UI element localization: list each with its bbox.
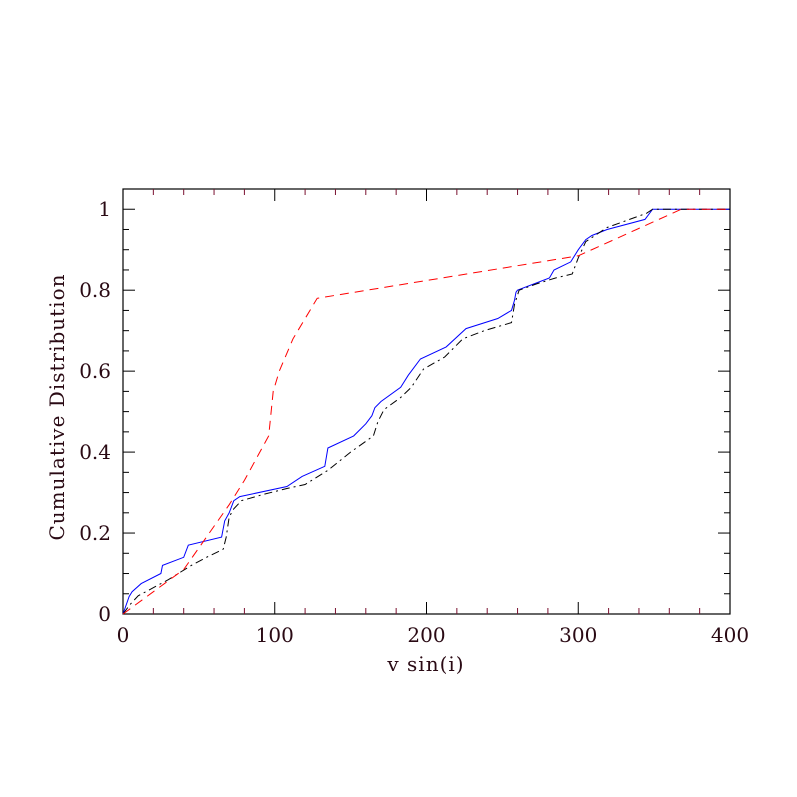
y-tick-label: 0 <box>98 602 111 626</box>
blue-solid-series-line <box>122 208 730 615</box>
x-axis-title: v sin(i) <box>386 652 464 676</box>
y-axis-title: Cumulative Distribution <box>45 273 69 540</box>
x-tick-label: 0 <box>117 623 130 647</box>
y-tick-label: 0.6 <box>79 359 111 383</box>
y-tick-label: 1 <box>98 197 111 221</box>
y-tick-label: 0.2 <box>79 521 111 545</box>
x-tick-label: 400 <box>711 623 749 647</box>
series-layer <box>122 208 730 615</box>
x-tick-label: 200 <box>407 623 445 647</box>
red-dashed-series-line <box>122 208 730 615</box>
plot-frame <box>122 188 731 615</box>
x-tick-label: 300 <box>559 623 597 647</box>
tick-labels: 0 100 200 300 400 0 0.2 0.4 0.6 0.8 1 <box>79 197 749 647</box>
x-tick-label: 100 <box>256 623 294 647</box>
y-tick-label: 0.8 <box>79 278 111 302</box>
y-tick-label: 0.4 <box>79 440 111 464</box>
axis-ticks <box>122 189 731 615</box>
black-dashdot-series-line <box>122 208 730 615</box>
